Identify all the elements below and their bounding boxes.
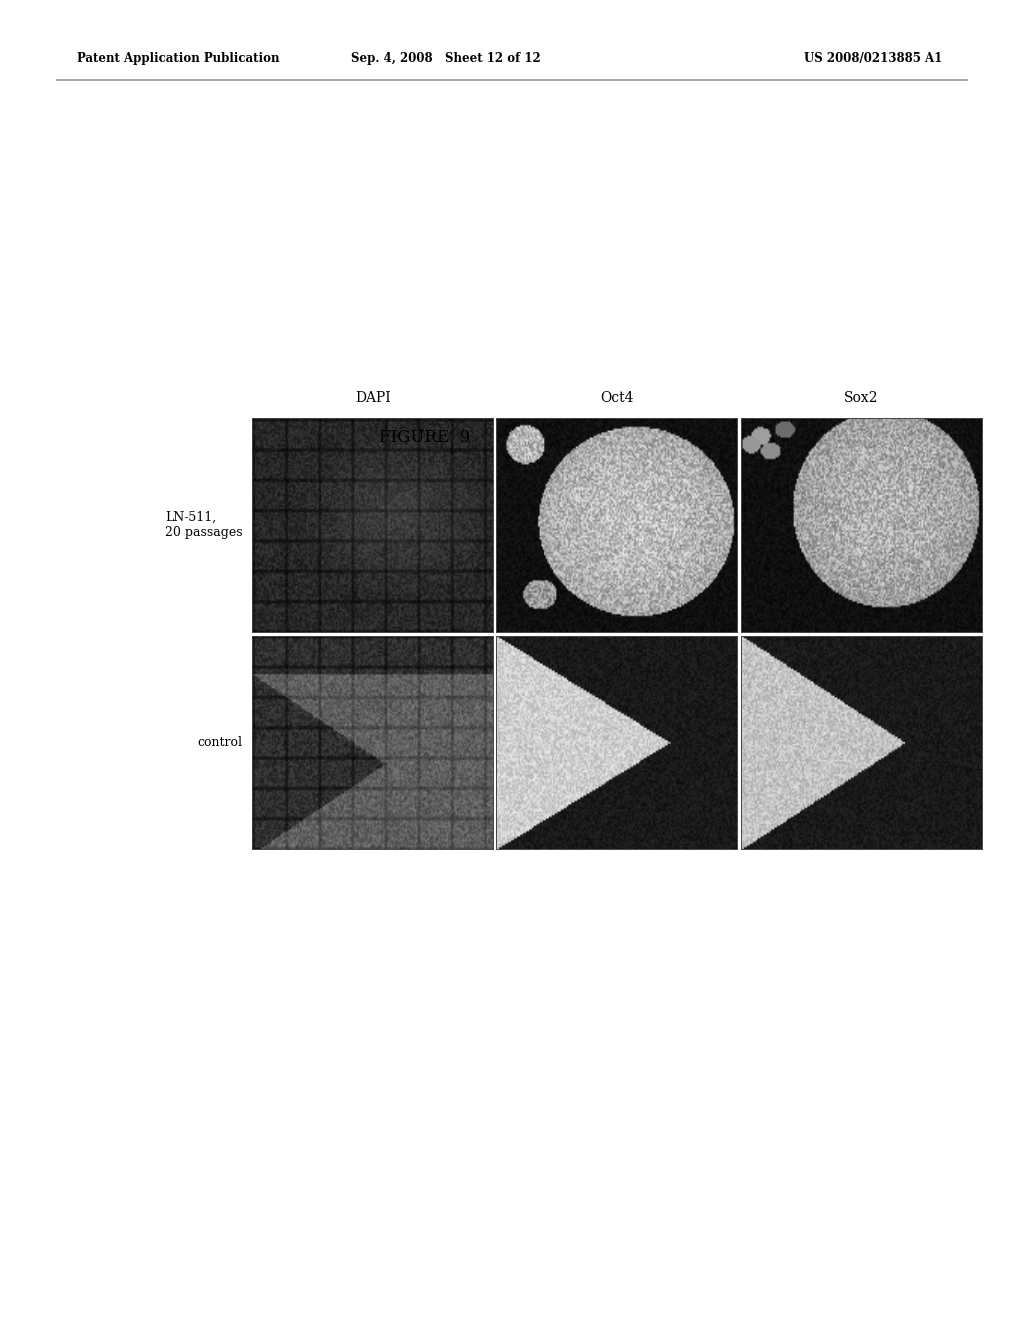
Text: Sep. 4, 2008   Sheet 12 of 12: Sep. 4, 2008 Sheet 12 of 12 — [350, 51, 541, 65]
Text: DAPI: DAPI — [355, 391, 391, 405]
Text: US 2008/0213885 A1: US 2008/0213885 A1 — [804, 51, 942, 65]
Text: FIGURE  9: FIGURE 9 — [380, 429, 470, 446]
Text: Sox2: Sox2 — [844, 391, 879, 405]
Text: Oct4: Oct4 — [600, 391, 634, 405]
Text: LN-511,
20 passages: LN-511, 20 passages — [165, 511, 243, 539]
Text: control: control — [198, 737, 243, 748]
Text: Patent Application Publication: Patent Application Publication — [77, 51, 280, 65]
